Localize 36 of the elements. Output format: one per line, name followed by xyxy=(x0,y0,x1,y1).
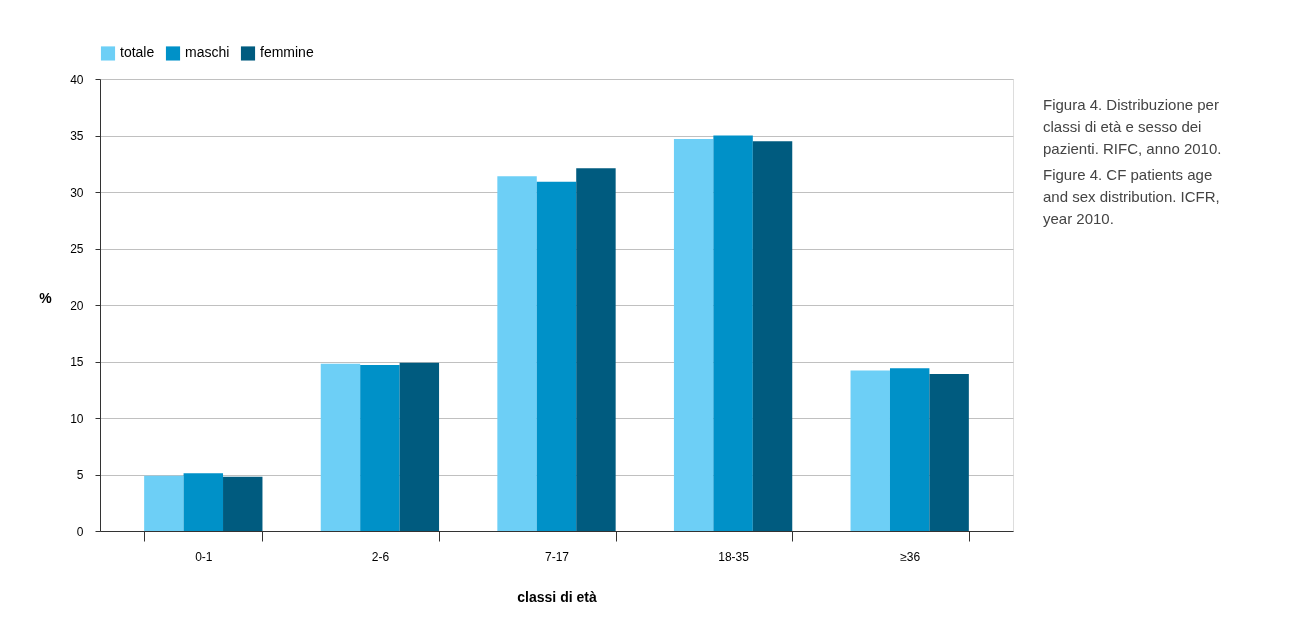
bar xyxy=(752,141,793,531)
y-tick-label: 30 xyxy=(70,185,84,200)
y-tick-label: 0 xyxy=(76,524,84,539)
legend-label: maschi xyxy=(185,44,230,61)
bar xyxy=(360,364,400,531)
y-tick-label: 20 xyxy=(70,298,84,313)
text: Figura 4. Distribuzione per classi di età e sesso dei pazienti. RIFC, anno 2010. xyxy=(1043,96,1222,157)
bar xyxy=(929,373,969,531)
x-tick-label: 0-1 xyxy=(195,549,213,564)
bar xyxy=(320,363,361,531)
x-tick-label: ≥36 xyxy=(900,549,921,564)
legend-label: totale xyxy=(120,44,155,61)
y-tick-label: 40 xyxy=(70,72,84,87)
bar xyxy=(399,362,440,531)
bar xyxy=(223,476,263,531)
caption: Figure 4. CF patients age and sex distribution. ICFR, year 2010. xyxy=(1043,166,1220,227)
x-axis-title: classi di età xyxy=(517,588,597,605)
y-tick-label: 15 xyxy=(70,355,84,369)
x-tick-label: 7-17 xyxy=(544,549,570,564)
x-tick-label: 2-6 xyxy=(371,549,390,564)
bar xyxy=(889,368,930,531)
y-tick-label: 25 xyxy=(70,242,84,256)
y-axis-title: % xyxy=(39,289,53,306)
bar xyxy=(713,135,753,531)
legend-label: femmine xyxy=(260,44,314,61)
x-tick-label: 18-35 xyxy=(718,549,750,564)
bar xyxy=(183,473,224,531)
bar xyxy=(497,176,537,531)
y-tick-label: 35 xyxy=(70,129,84,143)
y-tick-label: 10 xyxy=(70,411,84,426)
bar xyxy=(850,370,890,531)
bar xyxy=(673,138,714,531)
bar xyxy=(144,475,184,531)
y-tick-label: 5 xyxy=(76,468,84,482)
bar xyxy=(576,168,616,531)
bar xyxy=(536,181,577,531)
